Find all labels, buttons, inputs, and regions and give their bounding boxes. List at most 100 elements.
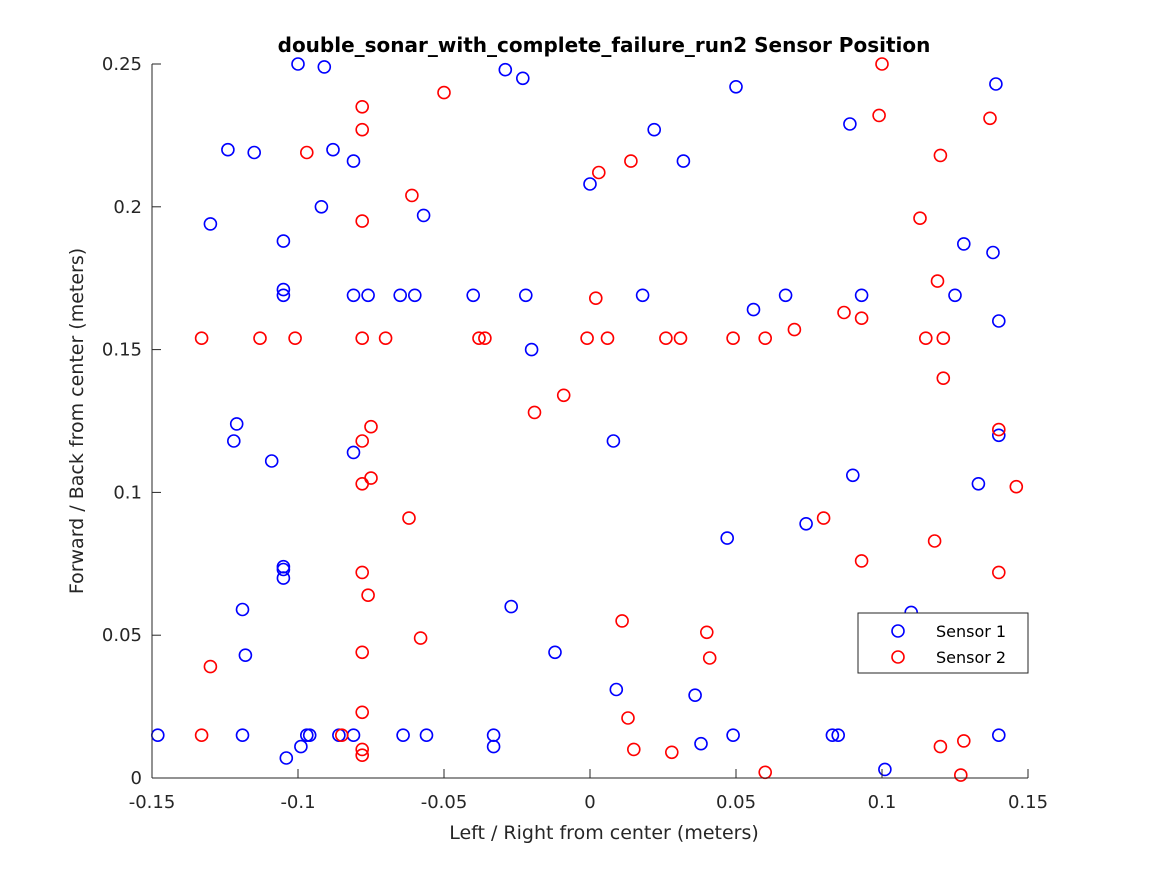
sensor-1-point (276, 234, 291, 248)
sensor-2-point (355, 742, 370, 757)
sensor-2-point (478, 331, 492, 346)
sensor-1-point (635, 288, 650, 303)
y-tick-label: 0.2 (113, 197, 142, 218)
sensor-1-point (825, 728, 840, 743)
sensor-1-point (314, 200, 329, 214)
sensor-2-point (591, 165, 606, 180)
sensor-1-point (229, 417, 244, 431)
sensor-1-point (294, 739, 308, 754)
sensor-2-point (621, 711, 635, 725)
sensor-2-point (816, 511, 831, 525)
sensor-1-point (878, 762, 892, 777)
sensor-2-point (355, 645, 370, 660)
sensor-2-point (527, 405, 542, 420)
sensor-2-point (364, 419, 378, 434)
sensor-1-point (956, 237, 971, 251)
legend-label-sensor-1: Sensor 1 (936, 622, 1006, 641)
sensor-1-point (276, 571, 291, 585)
sensor-1-point (986, 245, 1000, 260)
sensor-2-point (933, 148, 948, 163)
sensor-2-point (854, 311, 869, 326)
sensor-1-point (676, 154, 691, 168)
sensor-1-point (346, 288, 361, 303)
sensor-1-point (407, 288, 422, 303)
sensor-2-point (355, 434, 370, 448)
sensor-1-point (845, 468, 860, 483)
sensor-2-point (588, 291, 603, 306)
sensor-1-point (419, 728, 434, 743)
sensor-2-point (194, 728, 209, 743)
sensor-1-point (609, 682, 624, 697)
sensor-1-point (235, 602, 250, 617)
sensor-1-point (854, 288, 869, 303)
sensor-2-point (615, 614, 629, 628)
sensor-1-point (346, 154, 361, 168)
sensor-1-point (583, 177, 597, 191)
sensor-1-point (729, 80, 743, 94)
sensor-1-point (299, 728, 314, 743)
sensor-1-point (518, 288, 533, 303)
sensor-2-point (659, 331, 673, 346)
sensor-2-point (726, 331, 740, 346)
sensor-1-point (203, 217, 218, 231)
y-tick-label: 0.25 (102, 54, 142, 75)
sensor-2-point (288, 331, 302, 346)
x-tick-label: 0.05 (716, 792, 756, 813)
sensor-2-point (624, 154, 638, 168)
sensor-2-point (953, 768, 968, 782)
sensor-1-point (694, 736, 708, 751)
sensor-1-point (548, 645, 562, 660)
sensor-2-point (991, 565, 1006, 580)
sensor-2-point (673, 331, 688, 346)
sensor-1-point (799, 516, 813, 531)
legend-box (857, 612, 1029, 674)
sensor-2-point (355, 122, 370, 137)
sensor-1-point (486, 739, 501, 754)
x-tick-label: 0.15 (1008, 792, 1048, 813)
sensor-2-point (472, 331, 486, 346)
sensor-2-point (875, 57, 889, 71)
sensor-2-point (378, 331, 393, 346)
sensor-2-point (355, 214, 370, 228)
sensor-2-point (437, 85, 451, 100)
sensor-1-point (346, 445, 361, 460)
y-tick-label: 0.05 (102, 625, 142, 646)
sensor-2-point (1009, 479, 1024, 494)
sensor-2-point (600, 331, 615, 346)
sensor-1-point (991, 314, 1006, 328)
sensor-2-point (203, 659, 218, 674)
sensor-2-point (334, 728, 349, 743)
legend-label-sensor-2: Sensor 2 (936, 648, 1006, 667)
sensor-1-point (843, 117, 857, 131)
sensor-1-point (238, 648, 253, 663)
x-tick-label: -0.1 (280, 792, 315, 813)
sensor-2-point (402, 511, 416, 525)
sensor-2-point (872, 108, 886, 123)
sensor-2-point (664, 745, 679, 760)
sensor-1-point (396, 728, 410, 743)
sensor-1-point (746, 302, 761, 317)
sensor-2-point (702, 651, 717, 665)
sensor-2-point (956, 734, 971, 748)
sensor-1-point (720, 531, 735, 545)
y-tick-label: 0.15 (102, 340, 142, 361)
sensor-2-point (580, 331, 594, 346)
sensor-2-point (253, 331, 267, 346)
y-axis-label: Forward / Back from center (meters) (66, 248, 88, 594)
sensor-2-point (194, 331, 209, 346)
sensor-2-point (626, 742, 641, 757)
sensor-1-point (948, 288, 962, 303)
points-layer (151, 57, 1024, 782)
sensor-1-point (279, 751, 294, 765)
axes-layer: -0.15 -0.1 -0.05 0 0.05 0.1 0.15 0 0.05 0.1 0.15 0.… (102, 54, 1048, 813)
sensor-1-point (361, 288, 375, 303)
sensor-2-point (413, 631, 428, 645)
y-tick-label: 0 (131, 768, 142, 789)
sensor-2-point (983, 111, 997, 126)
sensor-1-point (991, 728, 1006, 743)
sensor-2-point (933, 739, 948, 754)
sensor-1-point (264, 454, 279, 468)
x-axis-label: Left / Right from center (meters) (449, 822, 759, 844)
x-tick-label: 0 (584, 792, 595, 813)
sensor-1-point (466, 288, 481, 303)
